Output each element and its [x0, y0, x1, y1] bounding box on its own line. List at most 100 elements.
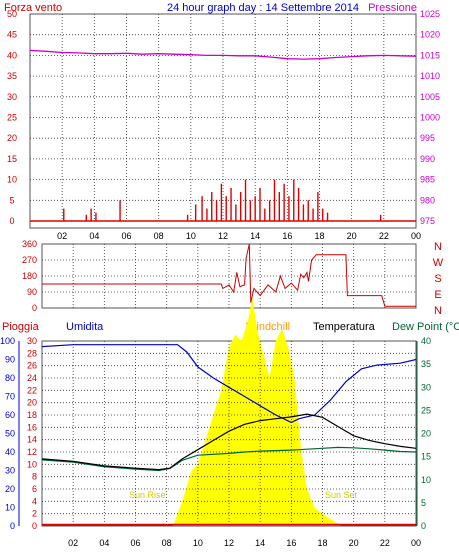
hour-tick-label: 14	[250, 231, 260, 241]
rain-tick-label: 26	[27, 361, 37, 371]
humidity-tick-label: 0	[10, 521, 15, 531]
rain-tick-label: 12	[27, 447, 37, 457]
hour-tick-label: 22	[379, 231, 389, 241]
pressure-axis-ticks: 1025 1020 1015 1010 1005 1000 995 990 985 980 975	[420, 9, 440, 226]
rain-tick-label: 16	[27, 422, 37, 432]
hour-tick-label: 14	[255, 538, 265, 548]
hour-tick-label: 02	[68, 538, 78, 548]
pressure-tick-label: 1015	[420, 50, 440, 60]
wind-tick-label: 40	[7, 50, 17, 60]
rain-tick-label: 14	[27, 435, 37, 445]
pressure-tick-label: 1025	[420, 9, 440, 19]
pressure-tick-label: 990	[420, 154, 435, 164]
temperature-tick-label: 0	[421, 521, 426, 531]
dewpoint-series	[41, 446, 417, 472]
wind-direction-series	[42, 243, 416, 307]
hour-tick-label: 16	[282, 231, 292, 241]
hour-tick-label: 06	[130, 538, 140, 548]
compass-tick-label: N	[434, 241, 442, 253]
hour-tick-label: 18	[317, 538, 327, 548]
compass-tick-label: W	[433, 257, 444, 269]
direction-degree-ticks: 360 270 180 90 0	[22, 239, 37, 313]
rain-tick-label: 18	[27, 410, 37, 420]
wind-tick-label: 5	[9, 195, 14, 205]
temperature-tick-label: 25	[421, 405, 431, 415]
hour-tick-label: 04	[89, 231, 99, 241]
direction-tick-label: 90	[27, 287, 37, 297]
temperature-label: Temperatura	[313, 321, 376, 333]
humidity-series	[41, 344, 417, 424]
pressure-tick-label: 1000	[420, 113, 440, 123]
rain-humidity-temperature-panel: Pioggia Umidita Windchill Temperatura De…	[0, 297, 459, 548]
pressure-axis-title: Pressione	[368, 2, 417, 14]
wind-tick-label: 35	[7, 71, 17, 81]
pressure-tick-label: 980	[420, 195, 435, 205]
hour-tick-label: 10	[193, 538, 203, 548]
humidity-tick-label: 20	[5, 484, 15, 494]
hour-axis-ticks-1: 02 04 06 08 10 12 14 16 18 20 22 00	[57, 231, 421, 241]
compass-tick-label: N	[434, 305, 442, 317]
hour-tick-label: 22	[380, 538, 390, 548]
wind-tick-label: 15	[7, 154, 17, 164]
chart-title: 24 hour graph day : 14 Settembre 2014	[167, 2, 359, 14]
hour-tick-label: 06	[121, 231, 131, 241]
hour-tick-label: 12	[218, 231, 228, 241]
humidity-tick-label: 60	[5, 410, 15, 420]
humidity-label: Umidita	[66, 321, 104, 333]
pressure-tick-label: 1020	[420, 30, 440, 40]
temperature-series	[41, 413, 417, 471]
wind-direction-grid	[42, 244, 416, 308]
hour-tick-label: 00	[411, 231, 421, 241]
temperature-tick-label: 15	[421, 452, 431, 462]
hour-tick-label: 20	[347, 231, 357, 241]
pressure-tick-label: 985	[420, 175, 435, 185]
temperature-tick-label: 10	[421, 475, 431, 485]
pressure-series	[29, 49, 417, 60]
rain-tick-label: 30	[27, 336, 37, 346]
sun-rise-label: Sun Rise	[129, 490, 166, 500]
hour-tick-label: 00	[411, 538, 421, 548]
humidity-tick-label: 10	[5, 503, 15, 513]
temperature-axis-ticks: 40 35 30 25 20 15 10 5 0	[421, 336, 431, 531]
direction-tick-label: 180	[22, 271, 37, 281]
wind-tick-label: 50	[7, 9, 17, 19]
rain-humidity-temperature-grid	[42, 341, 416, 526]
hour-tick-label: 08	[154, 231, 164, 241]
temperature-tick-label: 40	[421, 336, 431, 346]
hour-tick-label: 16	[286, 538, 296, 548]
compass-tick-label: S	[434, 273, 441, 285]
temperature-tick-label: 20	[421, 429, 431, 439]
rain-tick-label: 2	[32, 509, 37, 519]
humidity-tick-label: 40	[5, 447, 15, 457]
wind-tick-label: 45	[7, 30, 17, 40]
hour-tick-label: 20	[349, 538, 359, 548]
pressure-tick-label: 995	[420, 133, 435, 143]
wind-series	[30, 179, 416, 222]
direction-tick-label: 270	[22, 255, 37, 265]
rain-tick-label: 8	[32, 472, 37, 482]
wind-tick-label: 25	[7, 113, 17, 123]
hour-tick-label: 18	[314, 231, 324, 241]
rain-tick-label: 4	[32, 496, 37, 506]
sun-set-label: Sun Set	[325, 490, 358, 500]
rain-label: Pioggia	[2, 321, 40, 333]
rain-tick-label: 6	[32, 484, 37, 494]
hour-tick-label: 02	[57, 231, 67, 241]
humidity-tick-label: 100	[0, 336, 15, 346]
wind-pressure-grid	[30, 14, 416, 221]
hour-tick-label: 10	[186, 231, 196, 241]
sunshine-area	[172, 297, 342, 526]
temperature-tick-label: 30	[421, 382, 431, 392]
hour-tick-label: 04	[99, 538, 109, 548]
hour-tick-label: 08	[162, 538, 172, 548]
hour-tick-label: 12	[224, 538, 234, 548]
pressure-tick-label: 1010	[420, 71, 440, 81]
dewpoint-label: Dew Point (°C	[392, 321, 459, 333]
temperature-tick-label: 35	[421, 359, 431, 369]
rain-tick-label: 10	[27, 459, 37, 469]
